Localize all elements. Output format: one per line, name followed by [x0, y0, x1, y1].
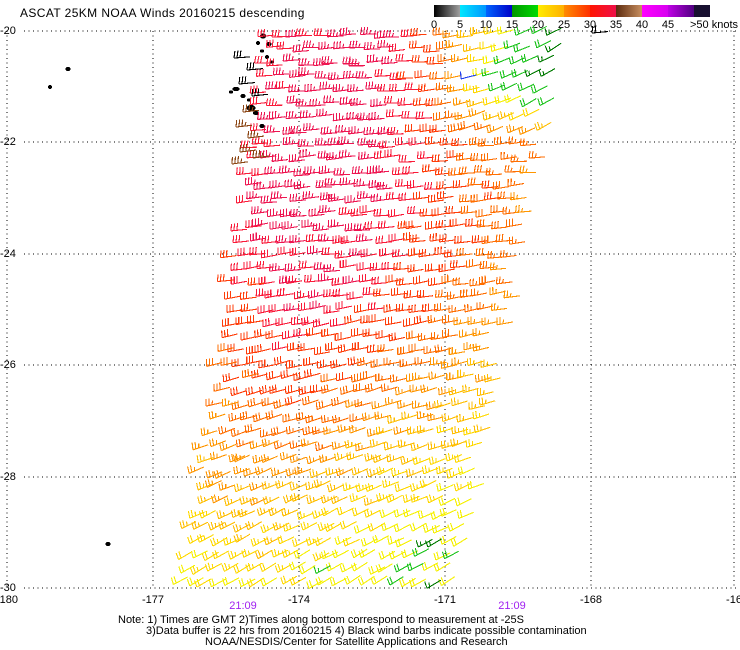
- wind-barb-group: [233, 25, 608, 97]
- colorbar-tick-label: 45: [661, 19, 675, 31]
- lon-tick-label--177: -177: [141, 594, 165, 606]
- colorbar-overflow-segment: [694, 5, 710, 17]
- colorbar-segment-40: [642, 5, 668, 17]
- colorbar-tick-label: >50 knots: [690, 19, 739, 31]
- island: [259, 49, 265, 53]
- colorbar-segment-25: [564, 5, 590, 17]
- colorbar-segment-15: [512, 5, 538, 17]
- colorbar-tick-label: 10: [479, 19, 493, 31]
- colorbar-segment-5: [460, 5, 486, 17]
- lon-tick-label--174: -174: [287, 594, 311, 606]
- island: [240, 93, 246, 99]
- lat-tick-label--20: -20: [0, 25, 16, 37]
- colorbar-tick-label: 5: [456, 19, 464, 31]
- wind-barb-group: [230, 28, 441, 351]
- time-label: 21:09: [498, 600, 526, 612]
- time-label: 21:09: [229, 600, 257, 612]
- wind-barb-group: [216, 27, 501, 406]
- colorbar-tick-label: 35: [609, 19, 623, 31]
- plot-title: ASCAT 25KM NOAA Winds 20160215 descendin…: [20, 6, 305, 20]
- lon-tick-label--180: -180: [0, 594, 19, 606]
- colorbar-segment-30: [590, 5, 616, 17]
- wind-barb-group: [175, 26, 540, 588]
- island: [105, 541, 111, 547]
- lon-tick-label--16: -16: [726, 594, 740, 606]
- island: [264, 54, 270, 60]
- lat-tick-label--24: -24: [0, 248, 16, 260]
- wind-barb-group: [179, 26, 552, 560]
- colorbar-tick-label: 15: [505, 19, 519, 31]
- island: [65, 66, 71, 72]
- island: [259, 123, 265, 129]
- lon-tick-label--168: -168: [579, 594, 603, 606]
- island: [246, 104, 256, 112]
- lat-tick-label--30: -30: [0, 582, 16, 594]
- note-line-2: 3)Data buffer is 22 hrs from 20160215 4)…: [146, 625, 587, 637]
- wind-barb-group: [244, 27, 400, 312]
- colorbar-segment-0: [434, 5, 460, 17]
- colorbar-tick-label: 20: [531, 19, 545, 31]
- colorbar-segment-20: [538, 5, 564, 17]
- wind-barbs-layer: [170, 25, 608, 589]
- lat-tick-label--26: -26: [0, 359, 16, 371]
- island: [255, 40, 261, 46]
- wind-barb-group: [231, 104, 269, 165]
- wind-barb-group: [460, 71, 477, 80]
- colorbar-tick-label: 40: [635, 19, 649, 31]
- wind-speed-colorbar: [434, 5, 710, 17]
- colorbar-segment-35: [616, 5, 642, 17]
- wind-barb-group: [313, 25, 555, 586]
- colorbar-segment-10: [486, 5, 512, 17]
- lon-tick-label--171: -171: [433, 594, 457, 606]
- island: [47, 84, 53, 90]
- wind-barb-group: [205, 27, 546, 452]
- island: [252, 110, 260, 116]
- note-line-3: NOAA/NESDIS/Center for Satellite Applica…: [205, 636, 508, 648]
- colorbar-segment-45: [668, 5, 694, 17]
- island: [228, 90, 234, 94]
- island: [232, 86, 240, 92]
- wind-barb-group: [415, 27, 562, 589]
- colorbar-tick-label: 0: [430, 19, 438, 31]
- lat-tick-label--22: -22: [0, 136, 16, 148]
- note-line-1: Note: 1) Times are GMT 2)Times along bot…: [118, 614, 524, 626]
- lat-tick-label--28: -28: [0, 471, 16, 483]
- wind-barb-group: [170, 26, 522, 589]
